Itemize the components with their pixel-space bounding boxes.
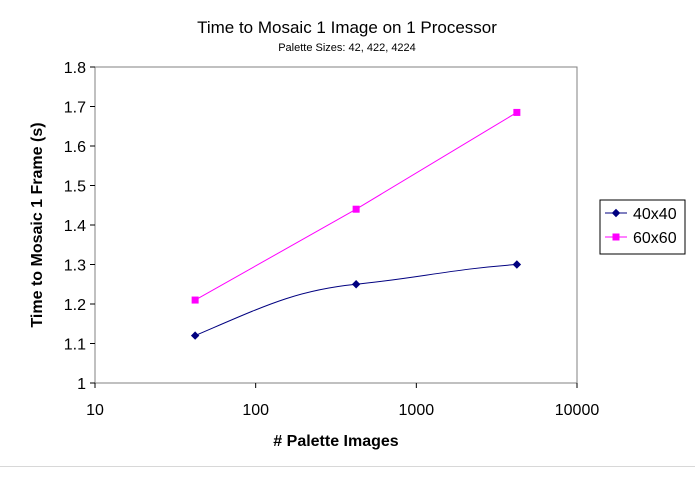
data-point [352,205,360,213]
x-tick-label: 1000 [399,402,435,419]
y-tick-label: 1.2 [64,297,86,314]
y-tick-label: 1.1 [64,337,86,354]
series-layer [190,108,522,340]
series-60x60 [191,108,521,304]
x-tick-label: 10 [86,402,104,419]
chart-title: Time to Mosaic 1 Image on 1 Processor [197,18,497,37]
x-tick-label: 100 [242,402,269,419]
y-tick-label: 1.4 [64,218,86,235]
legend-marker [612,233,620,241]
x-axis-label: # Palette Images [273,433,399,450]
x-tick-label: 10000 [555,402,600,419]
legend: 40x40 60x60 [599,199,686,255]
legend-label: 60x60 [633,230,677,247]
y-tick-label: 1.8 [64,60,86,77]
y-tick-label: 1.7 [64,100,86,117]
chart-subtitle: Palette Sizes: 42, 422, 4224 [278,42,416,54]
series-40x40 [190,260,522,340]
data-point [513,108,521,116]
divider [0,466,695,467]
legend-label: 40x40 [633,206,677,223]
data-point [351,280,361,289]
y-tick-label: 1 [77,376,86,393]
data-point [512,260,522,269]
y-tick-label: 1.5 [64,179,86,196]
data-point [190,331,200,340]
plot-area [94,66,578,384]
legend-box [599,199,686,255]
y-tick-label: 1.3 [64,258,86,275]
legend-marker [611,208,621,218]
y-axis: 1 1.1 1.2 1.3 1.4 1.5 1.6 1.7 1.8 [64,60,95,393]
x-axis: 10 100 1000 10000 [86,383,599,419]
series-line [194,264,517,337]
legend-item: 60x60 [605,230,677,247]
data-point [191,296,199,304]
y-tick-label: 1.6 [64,139,86,156]
legend-item: 40x40 [605,206,677,223]
y-axis-label: Time to Mosaic 1 Frame (s) [29,122,46,327]
